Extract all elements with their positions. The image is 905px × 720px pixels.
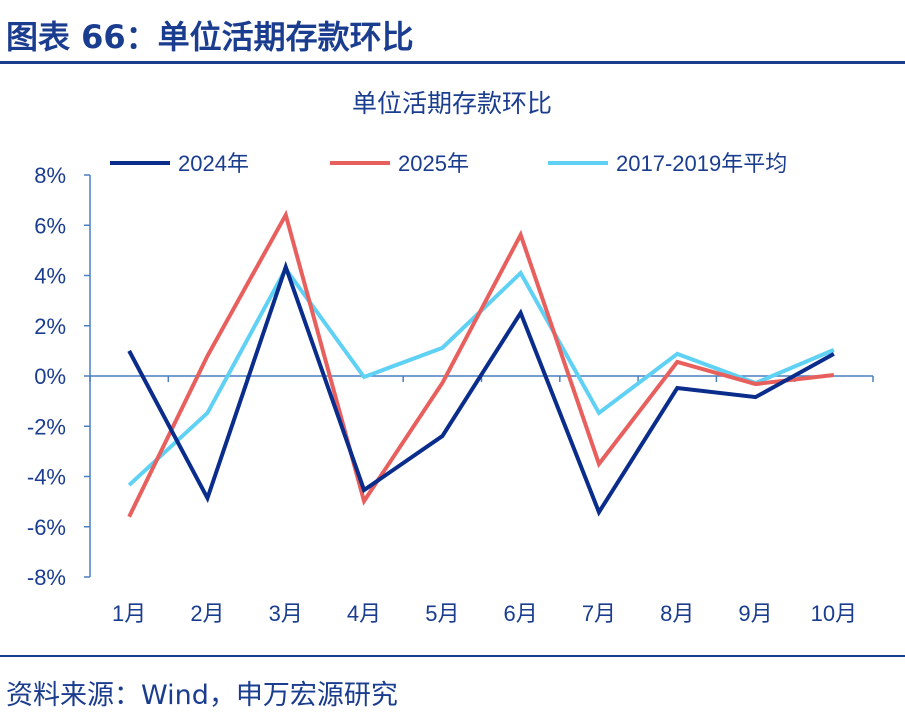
footer-divider [0, 655, 905, 657]
title-divider [0, 61, 905, 64]
x-tick-label: 2月 [190, 601, 224, 626]
x-tick-label: 7月 [582, 601, 616, 626]
line-chart: 单位活期存款环比 8% 6% 4% 2% 0% -2% -4% -6% -8% 1月 2月 3月 4月 5月… [27, 90, 874, 626]
source-note: 资料来源：Wind，申万宏源研究 [6, 680, 398, 711]
y-tick-label: -8% [27, 565, 66, 590]
y-tick-label: 8% [34, 163, 66, 188]
x-tick-label: 9月 [738, 601, 772, 626]
x-tick-label: 4月 [347, 601, 381, 626]
x-tick-label: 3月 [269, 601, 303, 626]
y-tick-label: -4% [27, 465, 66, 490]
x-tick-label: 5月 [425, 601, 459, 626]
legend-label: 2025年 [398, 151, 469, 176]
x-tick-label: 6月 [504, 601, 538, 626]
legend-label: 2017-2019年平均 [616, 151, 787, 176]
series-line [127, 260, 835, 517]
y-tick-label: -2% [27, 414, 66, 439]
legend-label: 2024年 [178, 151, 249, 176]
figure-title: 图表 66：单位活期存款环比 [6, 18, 414, 56]
series-line [127, 209, 835, 518]
y-tick-label: 0% [34, 364, 66, 389]
series-2025年 [127, 209, 835, 518]
series-2024年 [127, 260, 835, 517]
x-tick-label: 8月 [660, 601, 694, 626]
x-tick-label: 10月 [811, 601, 857, 626]
y-tick-label: 4% [34, 264, 66, 289]
y-tick-label: 2% [34, 314, 66, 339]
x-tick-label: 1月 [112, 601, 146, 626]
y-tick-label: -6% [27, 515, 66, 540]
y-tick-label: 6% [34, 213, 66, 238]
chart-title: 单位活期存款环比 [352, 90, 552, 118]
